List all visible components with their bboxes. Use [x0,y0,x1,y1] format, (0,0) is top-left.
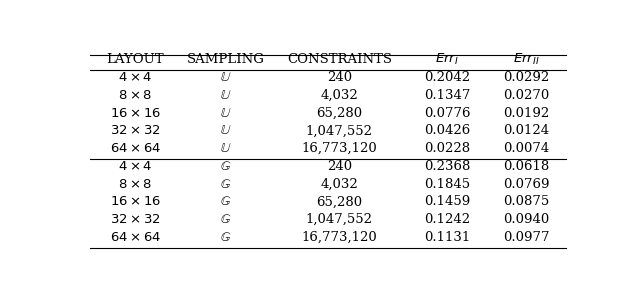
Text: $8 \times 8$: $8 \times 8$ [118,89,152,102]
Text: 1,047,552: 1,047,552 [306,213,373,226]
Text: $\mathit{Err}_{II}$: $\mathit{Err}_{II}$ [513,52,540,67]
Text: $4 \times 4$: $4 \times 4$ [118,160,152,173]
Text: $32 \times 32$: $32 \times 32$ [110,213,161,226]
Text: 0.0292: 0.0292 [503,71,550,84]
Text: 0.2368: 0.2368 [424,160,470,173]
Text: 0.0940: 0.0940 [503,213,550,226]
Text: $\mathbb{G}$: $\mathbb{G}$ [220,231,232,244]
Text: 0.1242: 0.1242 [424,213,470,226]
Text: 0.1845: 0.1845 [424,178,470,191]
Text: 0.0769: 0.0769 [503,178,550,191]
Text: 240: 240 [327,71,352,84]
Text: $64 \times 64$: $64 \times 64$ [109,142,161,155]
Text: 0.1131: 0.1131 [424,231,470,244]
Text: SAMPLING: SAMPLING [187,53,265,66]
Text: 0.0192: 0.0192 [503,107,550,120]
Text: $\mathbb{G}$: $\mathbb{G}$ [220,178,232,191]
Text: $\mathbb{G}$: $\mathbb{G}$ [220,213,232,226]
Text: 16,773,120: 16,773,120 [301,142,377,155]
Text: $4 \times 4$: $4 \times 4$ [118,71,152,84]
Text: 16,773,120: 16,773,120 [301,231,377,244]
Text: 240: 240 [327,160,352,173]
Text: $\mathbb{U}$: $\mathbb{U}$ [220,71,232,84]
Text: 0.0977: 0.0977 [503,231,550,244]
Text: $\mathbb{U}$: $\mathbb{U}$ [220,89,232,102]
Text: 0.0124: 0.0124 [503,125,550,137]
Text: 4,032: 4,032 [321,178,358,191]
Text: 4,032: 4,032 [321,89,358,102]
Text: $16 \times 16$: $16 \times 16$ [109,107,161,120]
Text: $\mathbb{U}$: $\mathbb{U}$ [220,142,232,155]
Text: CONSTRAINTS: CONSTRAINTS [287,53,392,66]
Text: 0.0426: 0.0426 [424,125,470,137]
Text: LAYOUT: LAYOUT [106,53,164,66]
Text: 1,047,552: 1,047,552 [306,125,373,137]
Text: 0.0270: 0.0270 [503,89,550,102]
Text: 0.1459: 0.1459 [424,195,470,209]
Text: 0.1347: 0.1347 [424,89,470,102]
Text: 65,280: 65,280 [316,107,362,120]
Text: 0.0618: 0.0618 [503,160,550,173]
Text: $\mathbb{U}$: $\mathbb{U}$ [220,107,232,120]
Text: 65,280: 65,280 [316,195,362,209]
Text: $\mathbb{G}$: $\mathbb{G}$ [220,195,232,209]
Text: $32 \times 32$: $32 \times 32$ [110,125,161,137]
Text: 0.0228: 0.0228 [424,142,470,155]
Text: $\mathbb{G}$: $\mathbb{G}$ [220,160,232,173]
Text: $64 \times 64$: $64 \times 64$ [109,231,161,244]
Text: $\mathbb{U}$: $\mathbb{U}$ [220,125,232,137]
Text: $8 \times 8$: $8 \times 8$ [118,178,152,191]
Text: $\mathit{Err}_{I}$: $\mathit{Err}_{I}$ [435,52,459,67]
Text: $16 \times 16$: $16 \times 16$ [109,195,161,209]
Text: 0.0875: 0.0875 [503,195,550,209]
Text: 0.2042: 0.2042 [424,71,470,84]
Text: 0.0776: 0.0776 [424,107,470,120]
Text: 0.0074: 0.0074 [503,142,550,155]
